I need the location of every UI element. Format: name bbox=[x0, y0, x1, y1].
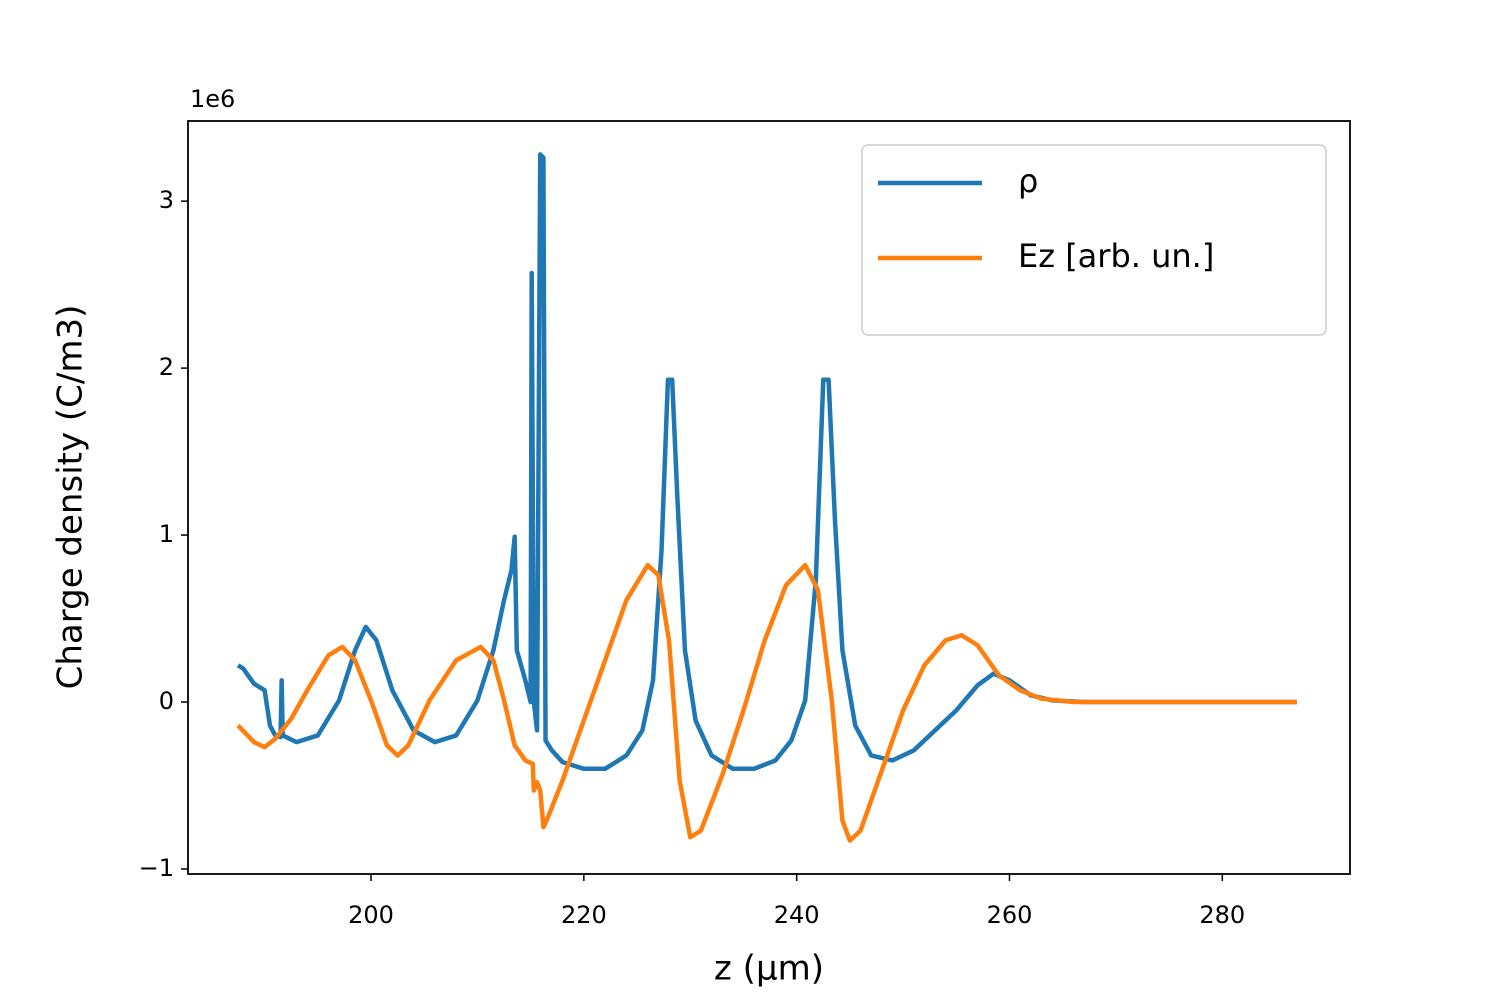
plot-frame bbox=[187, 120, 1351, 875]
y-tick-label: 0 bbox=[159, 687, 174, 715]
y-tick-label: 1 bbox=[159, 520, 174, 548]
y-offset-label: 1e6 bbox=[190, 85, 235, 113]
x-tick-label: 200 bbox=[348, 901, 394, 929]
y-tick-label: 3 bbox=[159, 186, 174, 214]
legend-label: ρ bbox=[1018, 162, 1038, 200]
x-tick-label: 260 bbox=[987, 901, 1033, 929]
y-axis-label: Charge density (C/m3) bbox=[51, 305, 91, 690]
x-axis-label: z (μm) bbox=[714, 949, 824, 989]
x-tick-label: 220 bbox=[561, 901, 607, 929]
x-tick-label: 280 bbox=[1199, 901, 1245, 929]
x-tick-label: 240 bbox=[774, 901, 820, 929]
y-tick-label: 2 bbox=[159, 353, 174, 381]
line-series bbox=[236, 152, 1297, 772]
legend-label: Ez [arb. un.] bbox=[1018, 237, 1214, 275]
legend-box bbox=[861, 144, 1327, 336]
y-tick-label: −1 bbox=[139, 854, 174, 882]
line-series bbox=[236, 562, 1297, 843]
